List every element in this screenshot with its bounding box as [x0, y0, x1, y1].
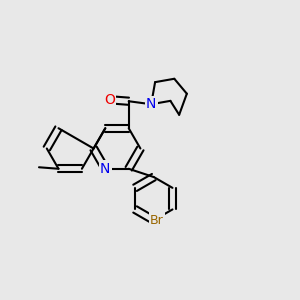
Text: Br: Br: [150, 214, 164, 227]
Text: O: O: [104, 93, 115, 107]
Text: N: N: [100, 162, 110, 176]
Text: N: N: [146, 97, 156, 111]
